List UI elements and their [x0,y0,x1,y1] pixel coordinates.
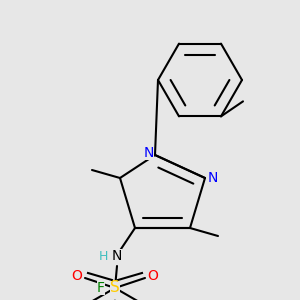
Text: O: O [148,269,158,283]
Text: O: O [72,269,83,283]
Text: N: N [208,171,218,185]
Text: H: H [98,250,108,262]
Text: N: N [144,146,154,160]
Text: F: F [97,281,105,295]
Text: N: N [112,249,122,263]
Text: S: S [110,280,120,296]
